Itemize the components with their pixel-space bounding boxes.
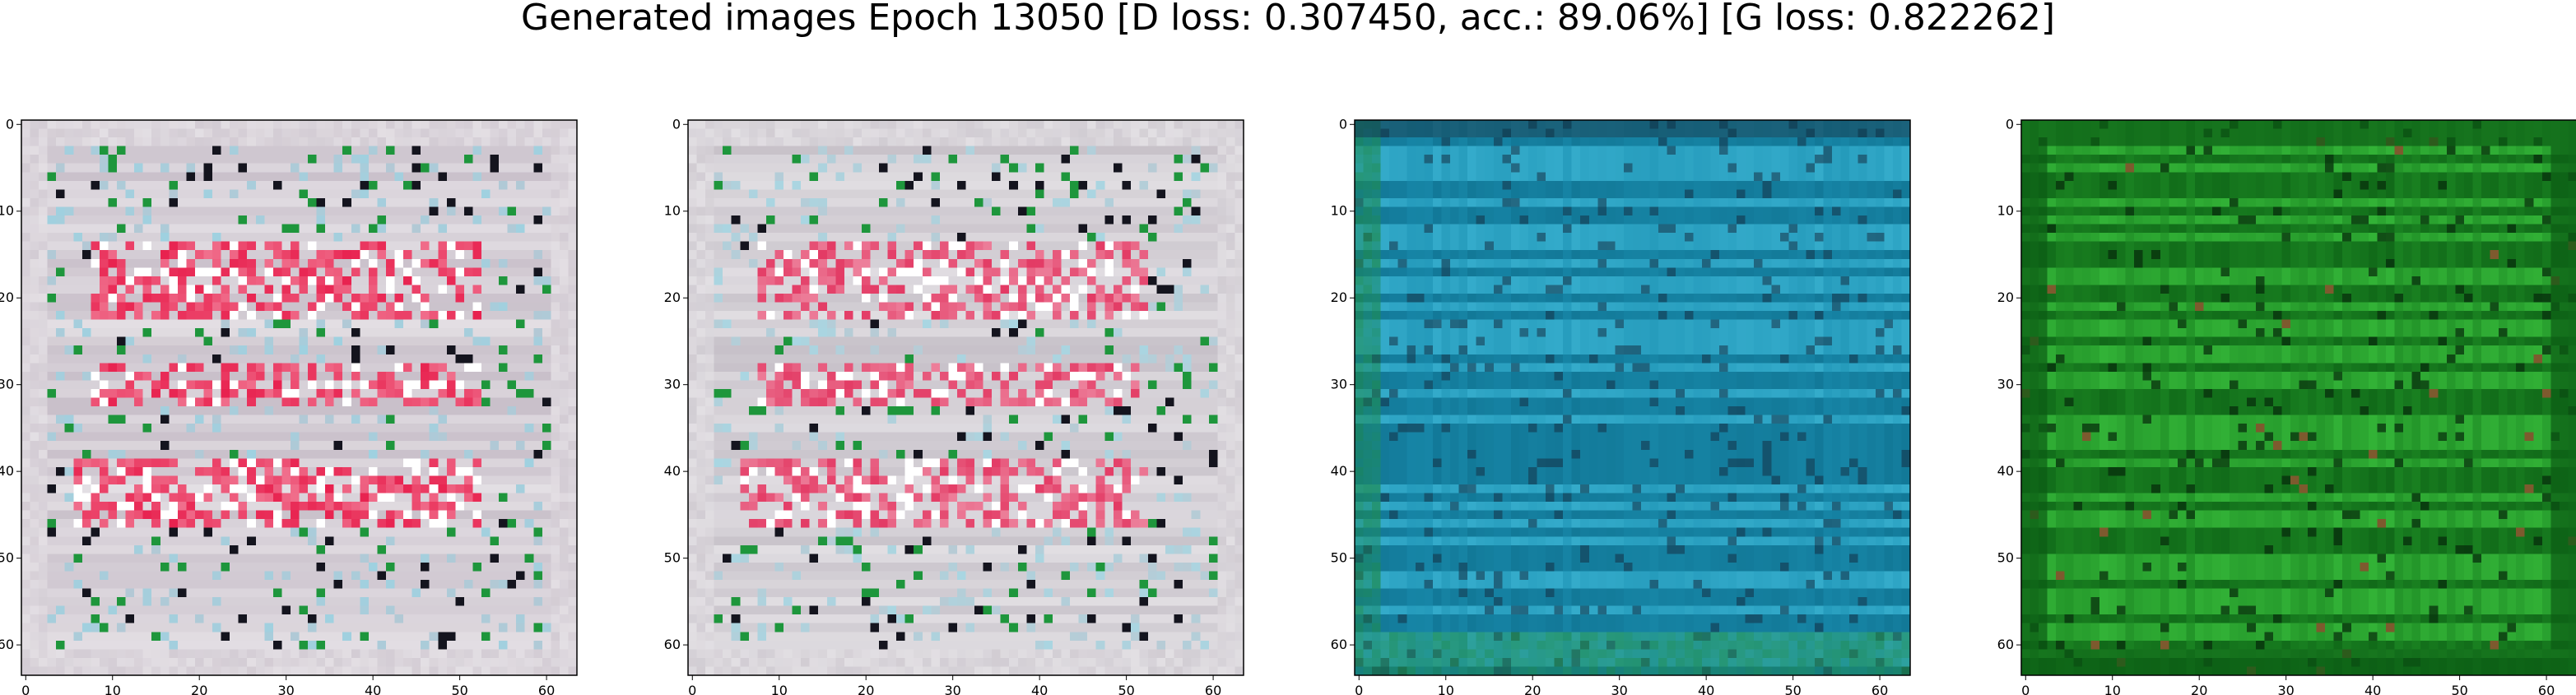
axes-frame	[2020, 119, 2576, 676]
y-tick-label: 20	[0, 290, 14, 305]
y-tick-label: 50	[664, 550, 681, 566]
generated-image-panel-4: 0 10 20 30 40 50 60 0 10 20 30 40 50 60	[1997, 116, 2576, 695]
y-tick-label: 10	[0, 203, 14, 219]
x-tick-label: 20	[1524, 683, 1541, 695]
image-pixels	[688, 120, 1244, 676]
y-tick-label: 20	[1997, 290, 2014, 305]
y-tick-label: 30	[1331, 377, 1347, 392]
x-tick-label: 50	[451, 683, 467, 695]
image-pixels	[1355, 120, 1911, 676]
y-tick-label: 20	[1331, 290, 1347, 305]
x-tick-label: 0	[2021, 683, 2030, 695]
y-tick-label: 40	[1331, 463, 1347, 479]
y-tick-label: 30	[0, 377, 14, 392]
generated-image-panel-2: 0 10 20 30 40 50 60 0 10 20 30 40 50 60	[664, 116, 1244, 695]
y-tick-label: 30	[1997, 377, 2014, 392]
x-tick-label: 0	[21, 683, 30, 695]
y-tick-label: 40	[0, 463, 14, 479]
x-tick-label: 50	[1118, 683, 1134, 695]
generated-image-panel-1: 0 10 20 30 40 50 60 0 10 20 30 40 50 60	[0, 116, 578, 695]
y-tick-label: 20	[664, 290, 681, 305]
image-pixels	[21, 120, 578, 676]
x-tick-label: 10	[1438, 683, 1454, 695]
axes-frame	[21, 119, 578, 676]
y-tick-label: 60	[1331, 637, 1347, 652]
x-tick-label: 60	[1205, 683, 1221, 695]
y-tick-label: 50	[0, 550, 14, 566]
x-tick-label: 60	[2538, 683, 2555, 695]
y-tick-label: 60	[664, 637, 681, 652]
x-tick-label: 10	[2104, 683, 2121, 695]
x-tick-label: 40	[2364, 683, 2381, 695]
axes-frame	[1354, 119, 1911, 676]
y-tick-label: 40	[1997, 463, 2014, 479]
x-tick-label: 10	[771, 683, 788, 695]
y-tick-label: 0	[672, 116, 681, 132]
y-tick-label: 10	[1331, 203, 1347, 219]
x-tick-label: 0	[1355, 683, 1363, 695]
y-tick-label: 10	[664, 203, 681, 219]
y-tick-label: 60	[0, 637, 14, 652]
y-tick-label: 0	[2006, 116, 2014, 132]
x-tick-label: 20	[2191, 683, 2207, 695]
x-tick-label: 50	[2451, 683, 2467, 695]
x-tick-label: 30	[1611, 683, 1628, 695]
x-tick-label: 60	[1872, 683, 1888, 695]
y-tick-label: 0	[6, 116, 14, 132]
x-tick-label: 40	[1698, 683, 1714, 695]
x-tick-label: 40	[365, 683, 381, 695]
x-tick-label: 30	[945, 683, 961, 695]
generated-image-panel-3: 0 10 20 30 40 50 60 0 10 20 30 40 50 60	[1331, 116, 1911, 695]
x-tick-label: 60	[538, 683, 555, 695]
x-tick-label: 40	[1031, 683, 1048, 695]
x-tick-label: 0	[688, 683, 696, 695]
x-tick-label: 30	[2278, 683, 2295, 695]
x-tick-label: 20	[858, 683, 874, 695]
y-tick-label: 0	[1339, 116, 1347, 132]
x-tick-label: 30	[278, 683, 295, 695]
y-tick-label: 60	[1997, 637, 2014, 652]
y-tick-label: 50	[1331, 550, 1347, 566]
y-tick-label: 40	[664, 463, 681, 479]
x-tick-label: 50	[1784, 683, 1801, 695]
axes-frame	[687, 119, 1244, 676]
y-tick-label: 30	[664, 377, 681, 392]
x-tick-label: 10	[105, 683, 121, 695]
x-tick-label: 20	[191, 683, 207, 695]
image-pixels	[2021, 120, 2576, 676]
figure-title: Generated images Epoch 13050 [D loss: 0.…	[520, 0, 2056, 39]
y-tick-label: 10	[1997, 203, 2014, 219]
y-tick-label: 50	[1997, 550, 2014, 566]
